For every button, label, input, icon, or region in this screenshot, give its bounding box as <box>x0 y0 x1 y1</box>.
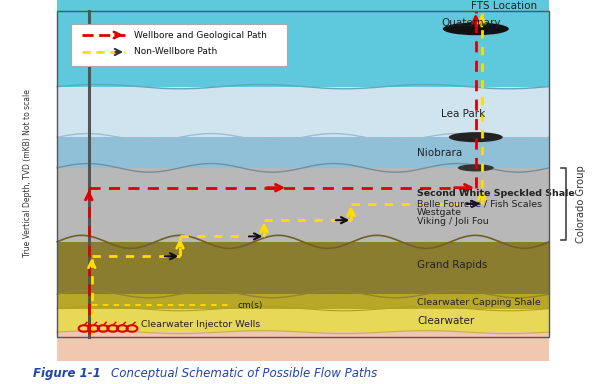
Text: Quaternary: Quaternary <box>441 18 500 28</box>
Text: True Vertical Depth, TVD (mKB) Not to scale: True Vertical Depth, TVD (mKB) Not to sc… <box>23 89 32 257</box>
Text: Niobrara: Niobrara <box>417 148 462 159</box>
Text: Figure 1-1: Figure 1-1 <box>33 367 101 380</box>
Bar <box>57 137 549 168</box>
Text: Non-Wellbore Path: Non-Wellbore Path <box>134 48 217 56</box>
Bar <box>57 242 549 294</box>
Text: Clearwater Capping Shale: Clearwater Capping Shale <box>417 298 541 307</box>
Bar <box>57 0 549 87</box>
Ellipse shape <box>443 23 509 35</box>
Bar <box>71 24 287 66</box>
Text: Conceptual Schematic of Possible Flow Paths: Conceptual Schematic of Possible Flow Pa… <box>111 367 377 380</box>
Text: Belle Fourche / Fish Scales: Belle Fourche / Fish Scales <box>417 199 542 209</box>
Text: FTS Location: FTS Location <box>471 1 537 11</box>
Text: Second White Speckled Shale: Second White Speckled Shale <box>417 189 575 198</box>
Bar <box>57 309 549 332</box>
Text: Clearwater: Clearwater <box>417 316 474 326</box>
Text: Lea Park: Lea Park <box>441 109 485 119</box>
Ellipse shape <box>449 132 503 142</box>
Text: Viking / Joli Fou: Viking / Joli Fou <box>417 217 489 227</box>
Text: Clearwater Injector Wells: Clearwater Injector Wells <box>141 320 260 329</box>
Text: Wellbore and Geological Path: Wellbore and Geological Path <box>134 30 266 40</box>
Text: Colorado Group: Colorado Group <box>576 165 586 243</box>
Bar <box>57 87 549 137</box>
Bar <box>57 168 549 242</box>
Bar <box>57 332 549 361</box>
Text: cm(s): cm(s) <box>237 301 262 310</box>
Bar <box>57 11 549 338</box>
Text: Grand Rapids: Grand Rapids <box>417 260 487 270</box>
Bar <box>57 294 549 309</box>
Text: Westgate: Westgate <box>417 209 462 217</box>
Ellipse shape <box>458 164 494 172</box>
